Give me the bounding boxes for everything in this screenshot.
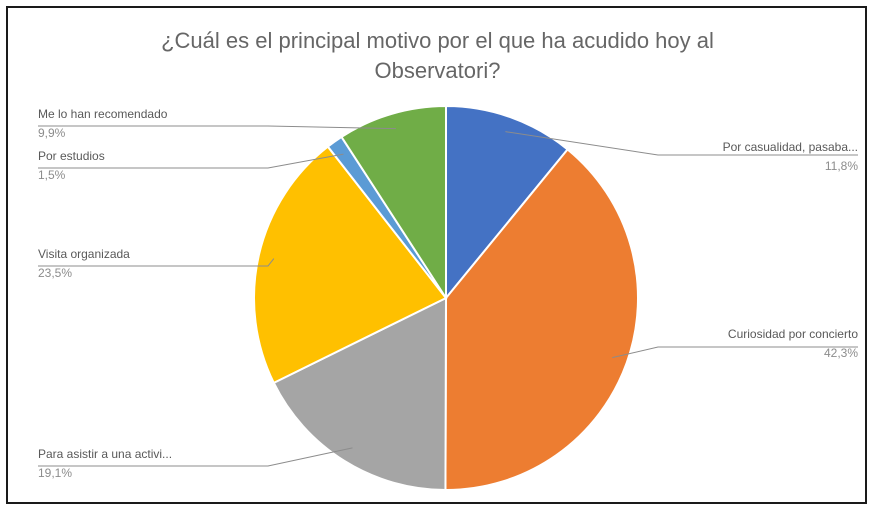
leader-line-5 xyxy=(38,153,344,169)
slice-label-6: Me lo han recomendado xyxy=(38,107,168,121)
leader-line-2 xyxy=(612,346,858,359)
chart-title-line-1: ¿Cuál es el principal motivo por el que … xyxy=(161,28,714,53)
slice-percent-3: 19,1% xyxy=(38,466,72,480)
pie-slice-2 xyxy=(444,148,639,491)
leader-line-4 xyxy=(38,258,275,267)
pie-slice-1 xyxy=(445,104,570,301)
chart-title: ¿Cuál es el principal motivo por el que … xyxy=(0,26,875,86)
pie-slice-4 xyxy=(253,145,448,385)
slice-label-2: Curiosidad por concierto xyxy=(728,327,858,341)
leader-line-3 xyxy=(38,447,353,467)
slice-percent-1: 11,8% xyxy=(825,159,858,173)
slice-percent-6: 9,9% xyxy=(38,126,66,140)
slice-percent-4: 23,5% xyxy=(38,266,72,280)
leader-line-6 xyxy=(38,125,396,130)
pie-slice-6 xyxy=(340,104,447,302)
slice-label-1: Por casualidad, pasaba... xyxy=(723,140,858,154)
chart-title-line-2: Observatori? xyxy=(374,58,501,83)
leader-line-1 xyxy=(505,131,858,156)
slice-percent-2: 42,3% xyxy=(824,346,858,360)
slice-label-5: Por estudios xyxy=(38,149,105,163)
slice-label-3: Para asistir a una activi... xyxy=(38,447,172,461)
pie-slice-3 xyxy=(272,296,448,492)
slice-percent-5: 1,5% xyxy=(38,168,66,182)
slice-label-4: Visita organizada xyxy=(38,247,130,261)
